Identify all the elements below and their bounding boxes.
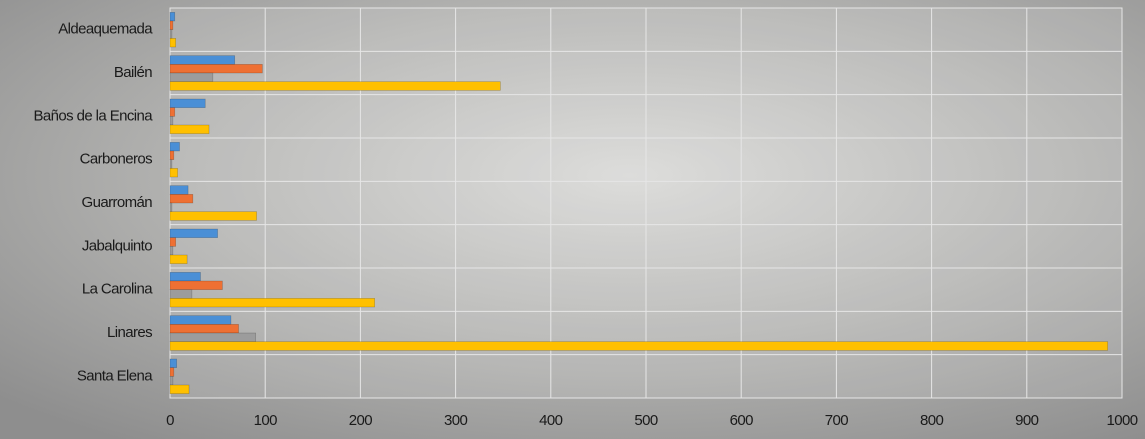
bar xyxy=(169,150,175,160)
bar xyxy=(169,324,239,334)
bar xyxy=(169,202,173,212)
bar xyxy=(169,332,256,342)
bar xyxy=(169,280,223,290)
bar xyxy=(169,159,173,169)
bar xyxy=(169,358,177,368)
y-tick-label: Baños de la Encina xyxy=(34,107,154,124)
bar xyxy=(169,142,180,152)
bar xyxy=(169,29,173,39)
y-tick-label: Aldeaquemada xyxy=(58,21,153,38)
bar xyxy=(169,298,375,308)
bar xyxy=(169,81,501,91)
bar xyxy=(169,168,178,178)
x-tick-label: 1000 xyxy=(1107,412,1138,429)
bar xyxy=(169,55,236,65)
bar xyxy=(169,72,214,82)
bar xyxy=(169,38,177,48)
x-tick-label: 500 xyxy=(634,412,657,429)
y-tick-label: Santa Elena xyxy=(77,367,153,384)
bar xyxy=(169,64,263,74)
bar xyxy=(169,194,194,204)
y-tick-label: La Carolina xyxy=(82,281,153,298)
y-tick-label: Jabalquinto xyxy=(82,237,152,254)
x-tick-label: 0 xyxy=(166,412,174,429)
bar xyxy=(169,211,257,221)
y-tick-label: Guarromán xyxy=(82,194,153,211)
bar xyxy=(169,341,1109,351)
bar xyxy=(169,107,176,117)
x-tick-label: 900 xyxy=(1015,412,1038,429)
bar xyxy=(169,254,188,264)
bar xyxy=(169,185,189,195)
x-tick-label: 200 xyxy=(349,412,372,429)
bar xyxy=(169,384,190,394)
y-tick-label: Carboneros xyxy=(80,151,152,168)
x-tick-label: 700 xyxy=(825,412,848,429)
bar xyxy=(169,289,193,299)
x-tick-label: 600 xyxy=(730,412,753,429)
bar xyxy=(169,246,174,256)
bar xyxy=(169,124,210,134)
bar xyxy=(169,116,174,126)
bar xyxy=(169,237,177,247)
y-tick-label: Bailén xyxy=(114,64,152,81)
bar xyxy=(169,376,174,386)
bar xyxy=(169,12,176,22)
bar xyxy=(169,315,232,325)
bar xyxy=(169,228,218,238)
x-tick-label: 300 xyxy=(444,412,467,429)
bar xyxy=(169,98,206,108)
x-tick-label: 400 xyxy=(539,412,562,429)
x-tick-label: 100 xyxy=(254,412,277,429)
x-tick-label: 800 xyxy=(920,412,943,429)
bar xyxy=(169,272,201,282)
bar xyxy=(169,367,175,377)
y-tick-label: Linares xyxy=(107,324,152,341)
bar xyxy=(169,20,174,30)
